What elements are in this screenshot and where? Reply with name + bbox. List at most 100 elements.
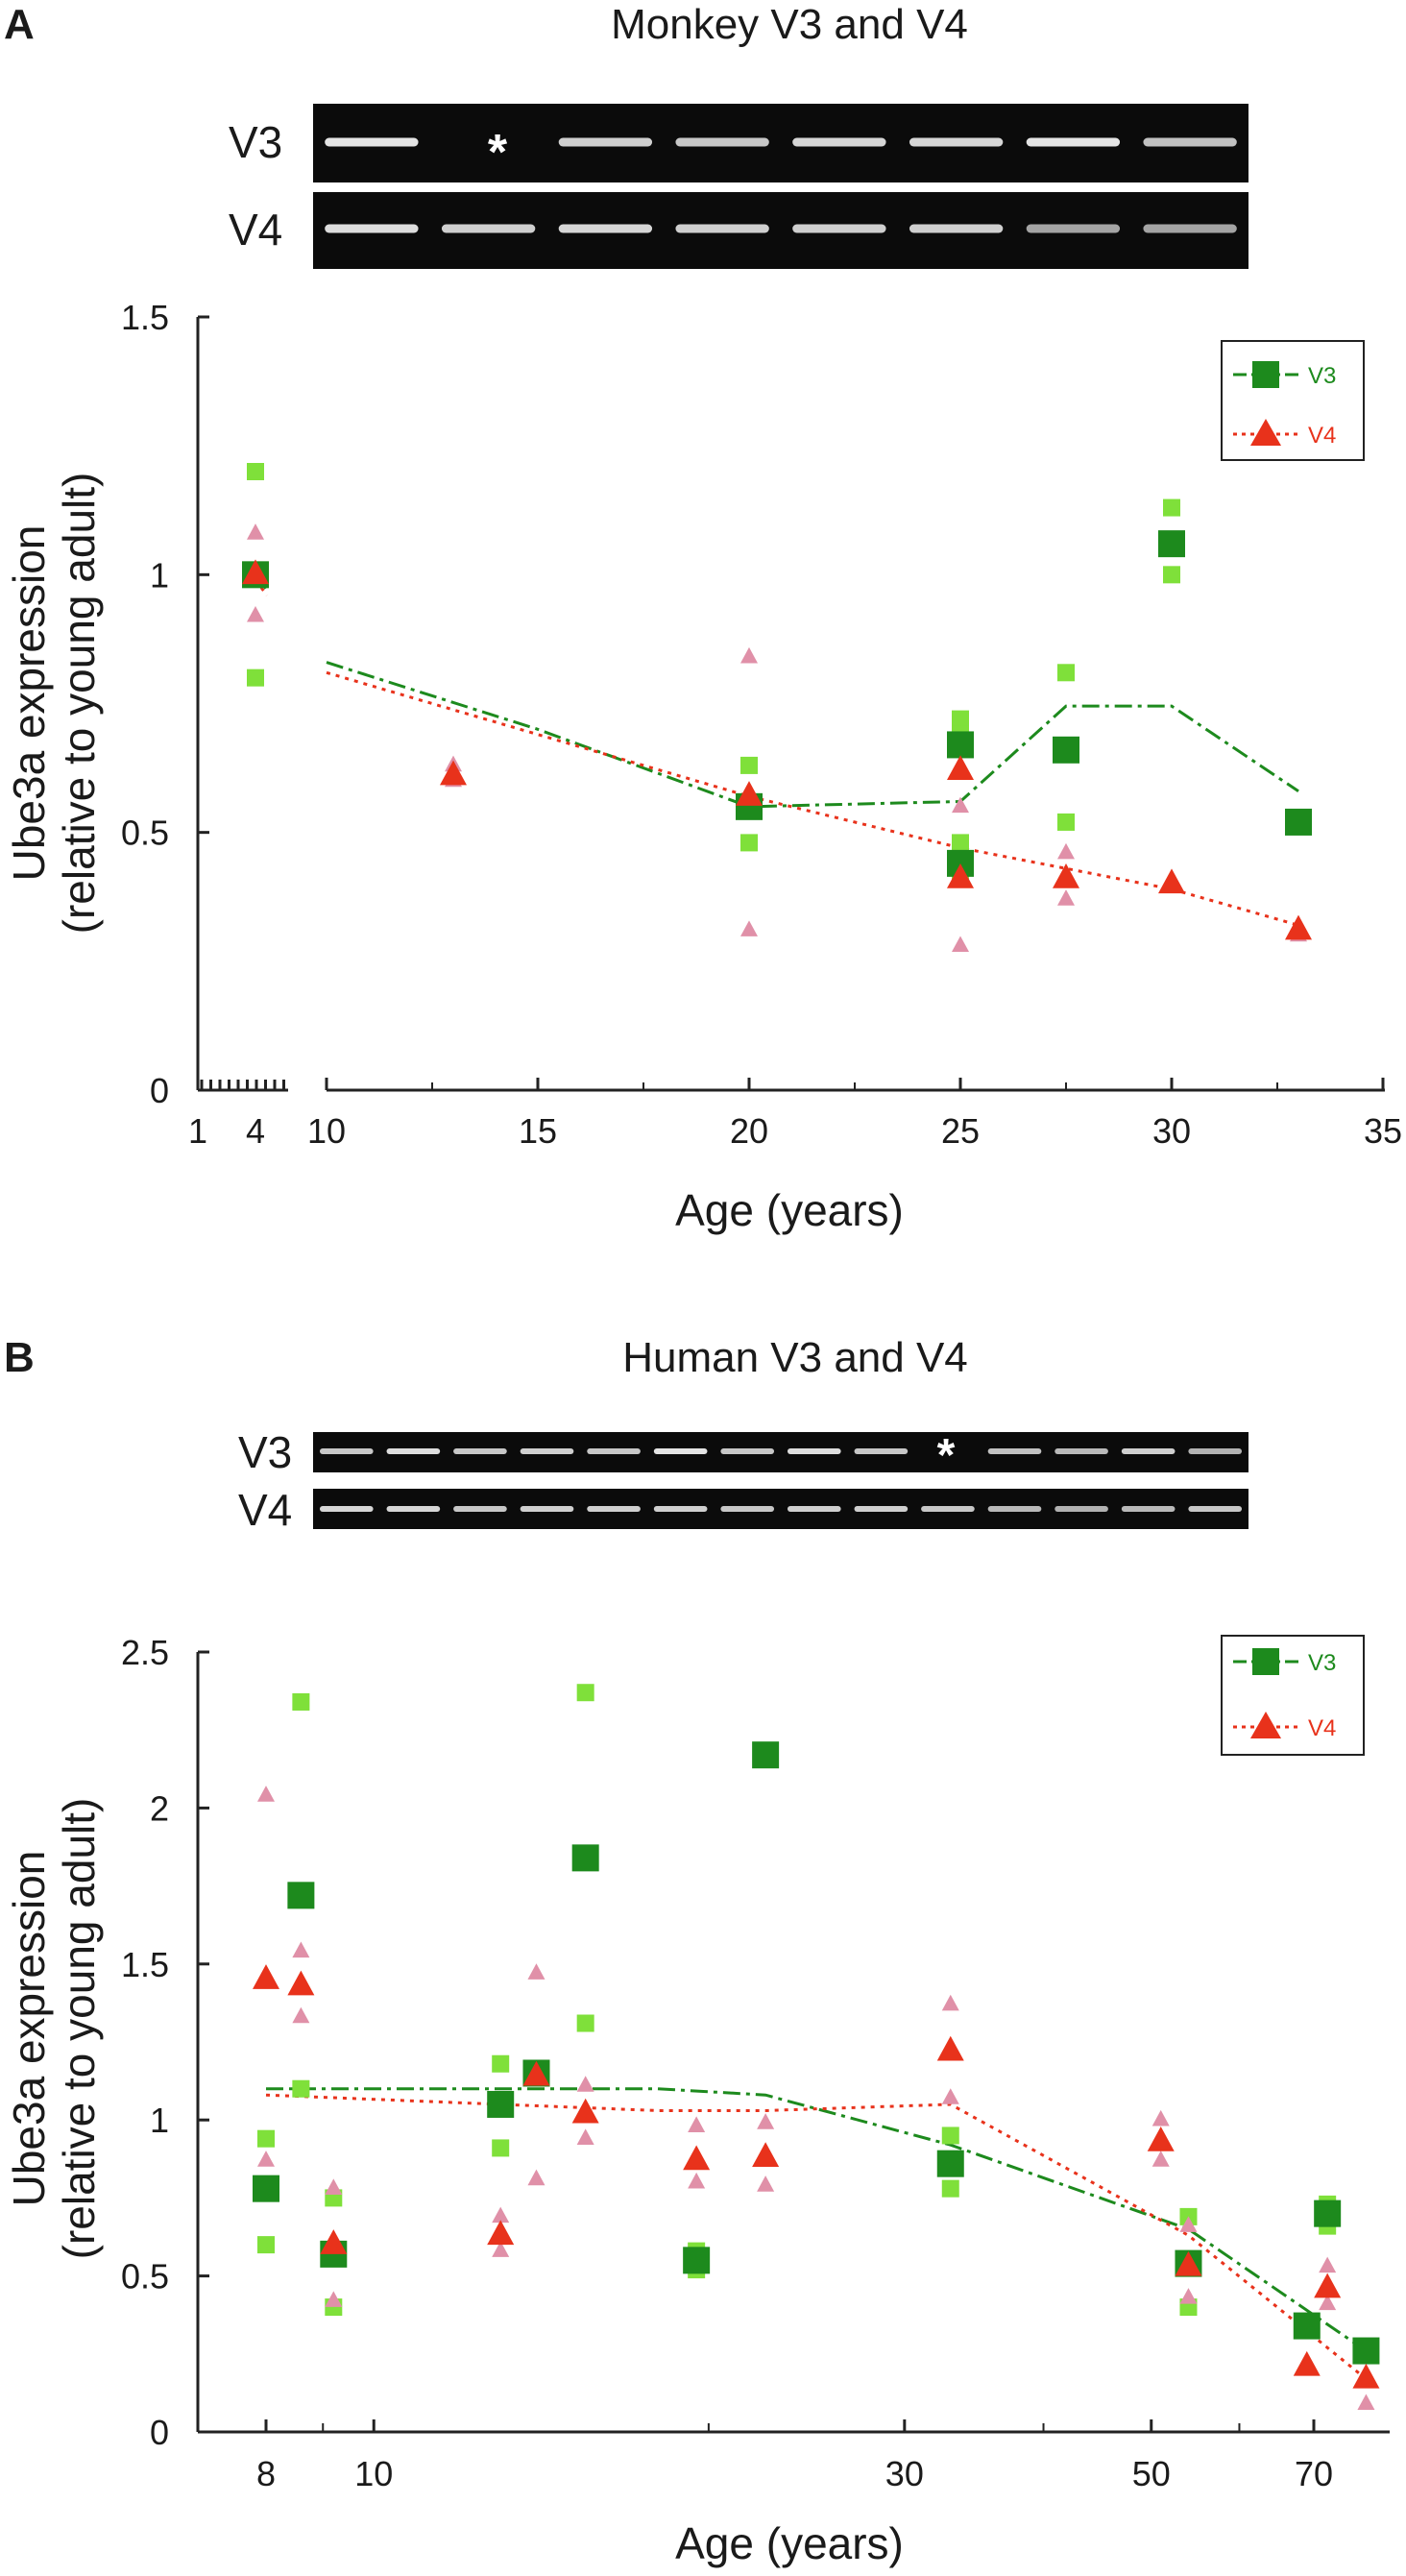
panel-b-v3-individual-point — [257, 2236, 275, 2254]
panel-a-blot-v3-label: V3 — [229, 117, 282, 167]
panel-b-blot-v4-band — [386, 1506, 441, 1512]
panel-a-ticks: 00.511.51 4 10 15 20 25 30 35 — [121, 298, 1402, 1151]
panel-b-ytick-label: 1 — [150, 2101, 169, 2140]
panel-a-blot-v4-band — [1143, 224, 1237, 233]
panel-a-blot-v4-band — [675, 224, 769, 233]
panel-b-v4-individual-point — [1151, 2109, 1170, 2126]
panel-a-v4-mean-point — [736, 781, 763, 806]
panel-a-legend-v3-marker — [1252, 361, 1279, 388]
panel-b-blot-v3-band — [520, 1448, 574, 1454]
panel-b-title: Human V3 and V4 — [622, 1334, 968, 1381]
panel-b-v4-individual-point — [527, 2169, 545, 2186]
panel-b-blot-v3-label: V3 — [238, 1427, 292, 1477]
panel-b-v3-individual-point — [941, 2126, 959, 2145]
panel-b-v4-mean-point — [936, 2035, 964, 2061]
panel-b-v4-mean-point — [1352, 2363, 1380, 2389]
panel-b-ylabel-2: (relative to young adult) — [54, 1798, 104, 2260]
panel-b-blot-v4-band — [1121, 1506, 1176, 1512]
panel-b-blot-v3-bands — [319, 1448, 1243, 1454]
panel-a-ylabel-group: Ube3a expression (relative to young adul… — [4, 473, 104, 935]
panel-a-v3-individual-point — [952, 710, 969, 728]
panel-b: B Human V3 and V4 V3 * V4 0 0.5 1 1.5 2 2.5 8 1… — [4, 1334, 1390, 2568]
panel-a-blot-v3-band — [325, 137, 419, 147]
panel-a-letter: A — [4, 1, 35, 48]
panel-b-blot-v4-band — [319, 1506, 374, 1512]
panel-b-blot-asterisk: * — [937, 1430, 956, 1481]
panel-a-v3-individual-point — [247, 668, 264, 687]
panel-b-v3-mean-point — [1352, 2337, 1380, 2365]
panel-b-v3-individual-point — [492, 2054, 510, 2073]
panel-b-individuals — [257, 1684, 1375, 2411]
panel-a-title: Monkey V3 and V4 — [611, 1, 968, 48]
panel-a-v4-trend — [326, 670, 1299, 927]
panel-b-v4-individual-point — [292, 2006, 310, 2024]
panel-a-xtick-label: 25 — [941, 1111, 980, 1151]
panel-b-v4-mean-point — [287, 1970, 315, 1996]
panel-a-blot-v4-band — [441, 224, 536, 233]
panel-a-v4-mean-point — [947, 863, 974, 888]
panel-b-blot-v4-band — [787, 1506, 841, 1512]
panel-b-blot-v3-band — [987, 1448, 1042, 1454]
panel-b-plot: 0 0.5 1 1.5 2 2.5 8 10 30 50 70 Age (years) Ube3a … — [4, 1633, 1390, 2568]
panel-b-v4-individual-point — [1179, 2288, 1198, 2304]
panel-a-blot-v3-band — [909, 137, 1004, 147]
panel-b-v4-individual-point — [257, 2151, 275, 2167]
panel-b-blot-v4-label: V4 — [238, 1485, 292, 1535]
panel-a-xtick-label: 20 — [730, 1111, 768, 1151]
panel-b-legend-v3-label: V3 — [1308, 1650, 1336, 1676]
panel-a-blot-v4-band — [1026, 224, 1121, 233]
panel-b-blot-v3-band — [587, 1448, 641, 1454]
panel-b-xtick-label: 30 — [885, 2454, 924, 2493]
panel-a-v3-individual-point — [1057, 664, 1075, 682]
panel-a-blot-v3-band — [792, 137, 886, 147]
panel-a-blot-v3-band — [675, 137, 769, 147]
panel-b-v4-individual-point — [1319, 2294, 1337, 2311]
panel-b-v3-mean-point — [487, 2090, 515, 2118]
panel-b-v4-individual-point — [1179, 2216, 1198, 2232]
panel-a-v4-individual-point — [247, 523, 264, 540]
panel-b-blot-v3-band — [1054, 1448, 1108, 1454]
panel-b-v3-mean-point — [1314, 2199, 1342, 2227]
panel-b-blot-v4-band — [854, 1506, 909, 1512]
panel-a-xtick-label: 1 — [188, 1111, 207, 1151]
panel-a-blot-v4-band — [909, 224, 1004, 233]
panel-a-ytick-label: 0.5 — [121, 814, 169, 853]
panel-b-blot-v3 — [313, 1432, 1248, 1472]
panel-b-v4-mean-point — [1175, 2250, 1202, 2276]
panel-b-v3-mean-point — [752, 1741, 780, 1769]
panel-b-v3-individual-point — [292, 2079, 310, 2098]
panel-b-blot-v3-band — [386, 1448, 441, 1454]
panel-b-v4-trend — [265, 2093, 1368, 2380]
panel-b-v4-individual-point — [325, 2178, 343, 2195]
panel-b-v3-mean-point — [253, 2175, 279, 2202]
panel-b-blot-v4-bands — [319, 1506, 1243, 1512]
panel-a-blot-v4-band — [558, 224, 653, 233]
panel-a-legend-v4-marker — [1250, 419, 1281, 446]
panel-b-ylabel: Ube3a expression — [4, 1851, 54, 2207]
panel-b-v4-mean-point — [253, 1964, 279, 1989]
panel-b-ticks: 0 0.5 1 1.5 2 2.5 8 10 30 50 70 — [121, 1633, 1333, 2493]
panel-b-blot-v4-band — [1054, 1506, 1108, 1512]
panel-b-v3-mean-point — [571, 1844, 599, 1872]
panel-b-v4-individual-point — [941, 1994, 959, 2011]
panel-a-xtick-label: 35 — [1364, 1111, 1402, 1151]
panel-b-v3-mean-point — [1293, 2312, 1321, 2340]
panel-a-v4-mean-point — [1053, 863, 1079, 888]
panel-b-blot-v4-band — [987, 1506, 1042, 1512]
panel-a-v3-trend — [326, 661, 1299, 809]
panel-a-v3-individual-point — [740, 756, 758, 774]
panel-a-v4-individual-point — [740, 646, 758, 664]
panel-a-xtick-label: 30 — [1152, 1111, 1191, 1151]
panel-a-blot-v3-band — [558, 137, 653, 147]
panel-b-v3-trend — [266, 2087, 1368, 2352]
panel-a-v4-individual-point — [1057, 889, 1075, 906]
panel-b-v4-individual-point — [688, 2172, 706, 2189]
panel-b-blot-v3-band — [1188, 1448, 1243, 1454]
panel-b-v3-individual-point — [576, 2014, 594, 2032]
panel-b-ytick-label: 1.5 — [121, 1945, 169, 1984]
panel-b-blot-v3-band — [1121, 1448, 1176, 1454]
panel-a-v4-individual-point — [247, 605, 264, 622]
panel-b-v4-individual-point — [1319, 2256, 1337, 2273]
panel-b-xtick-label: 8 — [256, 2454, 276, 2493]
panel-a-blot-v3-band — [1026, 137, 1121, 147]
